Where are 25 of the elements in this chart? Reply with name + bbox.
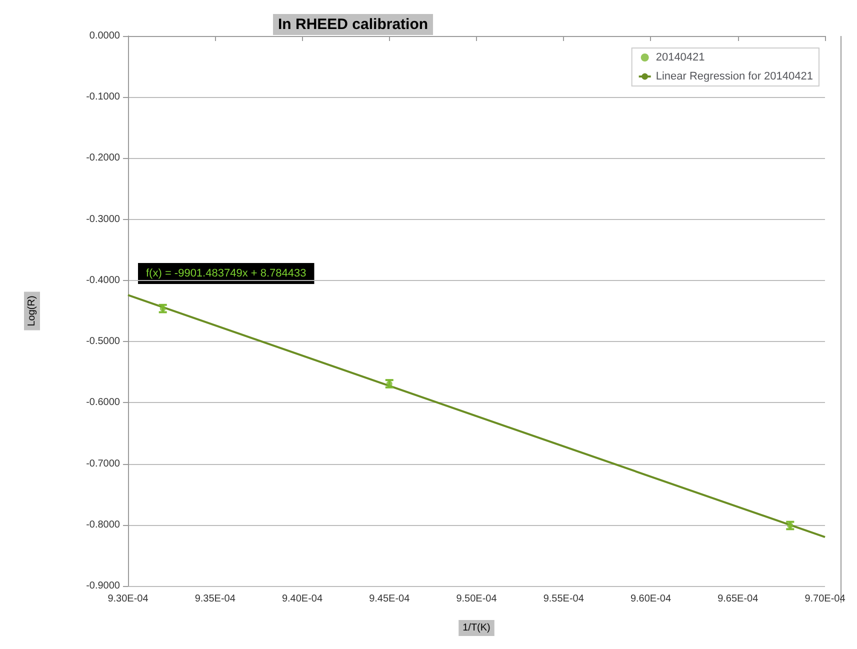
chart-title: In RHEED calibration [278, 16, 428, 33]
x-tick-label: 9.60E-04 [630, 594, 672, 604]
y-tick-label: -0.4000 [86, 274, 120, 286]
y-tick-label: -0.3000 [86, 214, 120, 225]
x-tick-label: 9.55E-04 [543, 594, 584, 604]
x-tick-label: 9.30E-04 [108, 594, 149, 604]
legend-label: Linear Regression for 20140421 [656, 70, 814, 82]
y-tick-label: -0.1000 [86, 92, 120, 103]
y-tick-label: -0.7000 [86, 458, 120, 470]
x-tick-label: 9.35E-04 [194, 594, 236, 604]
x-tick-label: 9.45E-04 [369, 594, 410, 604]
x-tick-label: 9.65E-04 [718, 594, 759, 604]
y-tick-label: -0.9000 [86, 580, 120, 592]
y-tick-label: -0.2000 [86, 152, 120, 164]
x-tick-label: 9.40E-04 [282, 594, 323, 604]
y-tick-label: 0.0000 [89, 30, 120, 42]
y-tick-label: -0.8000 [86, 519, 120, 530]
annotation: f(x) = -9901.483749x + 8.784433 [146, 268, 306, 280]
x-tick-label: 9.70E-04 [804, 594, 846, 604]
x-tick-label: 9.50E-04 [456, 594, 498, 604]
y-tick-label: -0.5000 [86, 336, 120, 348]
y-tick-label: -0.6000 [86, 397, 120, 408]
y-axis-title: Log(R) [26, 296, 38, 326]
legend-label: 20140421 [656, 52, 705, 64]
x-axis-title: 1/T(K) [462, 622, 490, 634]
